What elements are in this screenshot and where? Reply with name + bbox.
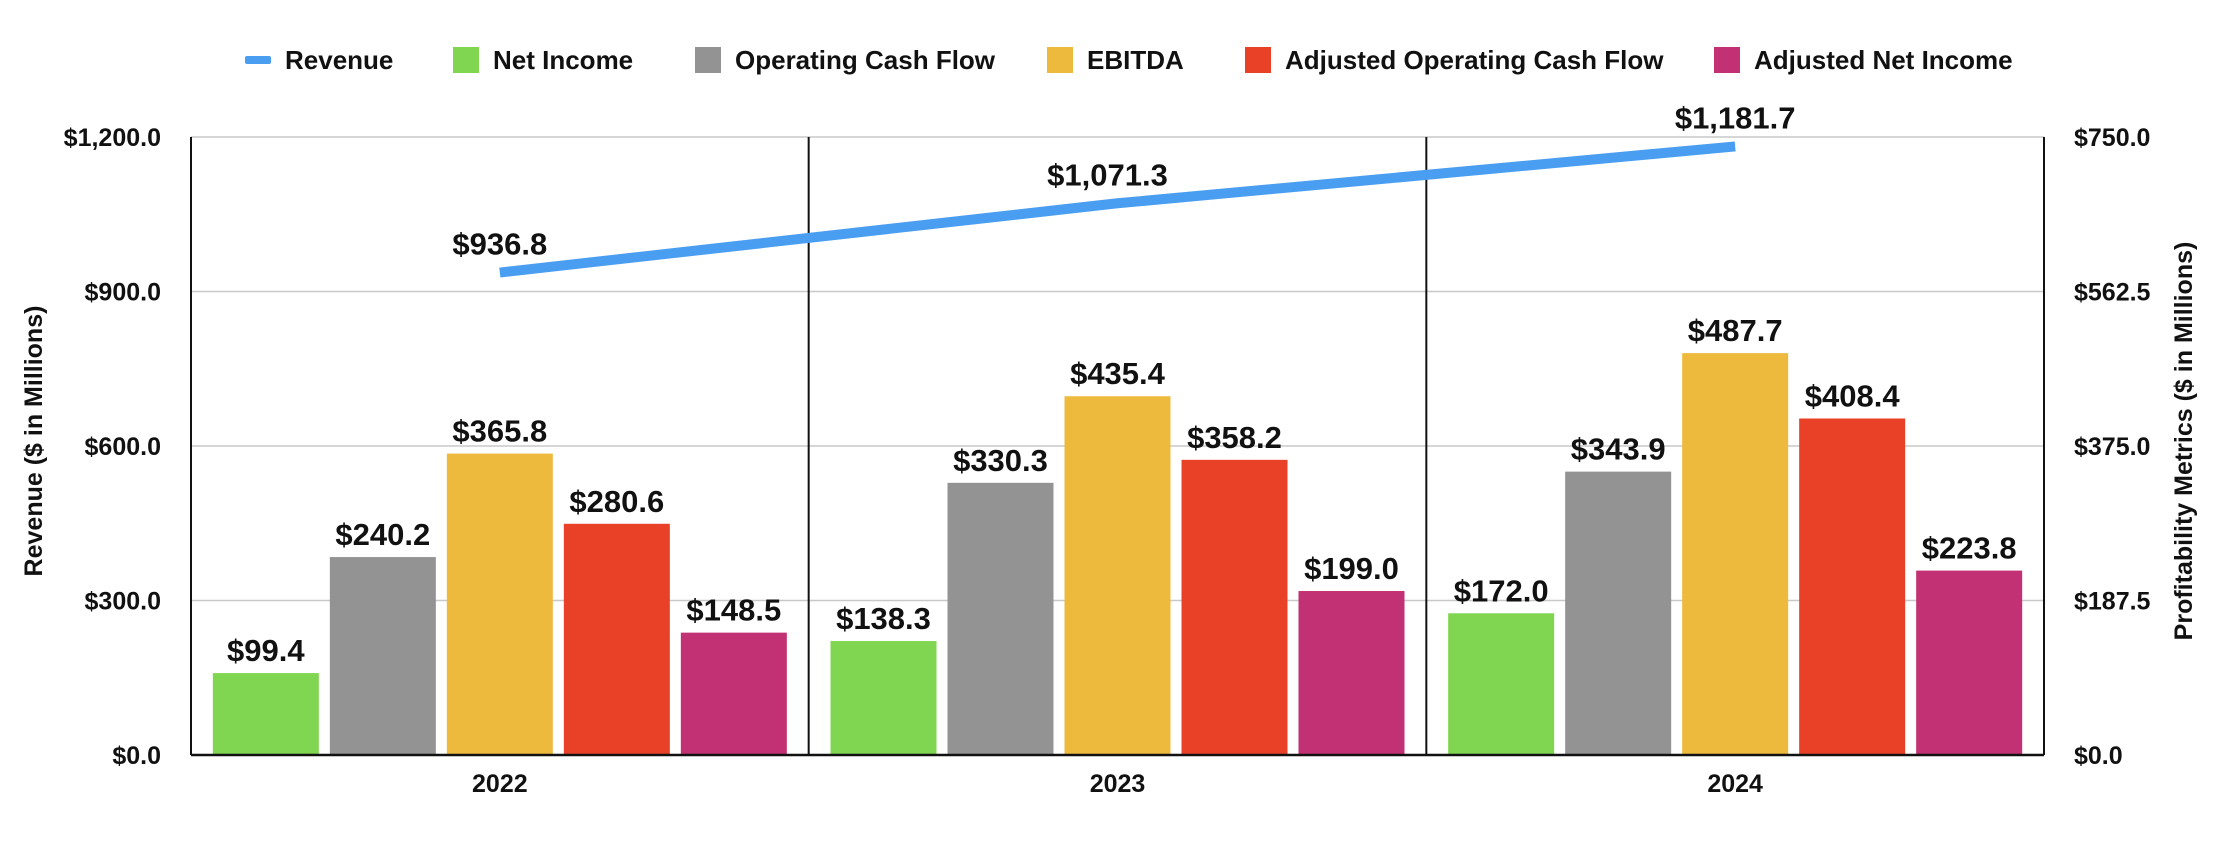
- data-label-revenue-2023: $1,071.3: [1047, 157, 1168, 192]
- category-label-2022: 2022: [472, 770, 528, 798]
- data-label-net-income-2024: $172.0: [1454, 573, 1549, 608]
- data-label-ebitda-2024: $487.7: [1688, 313, 1783, 348]
- legend-swatch-adjusted-operating-cash-flow: [1245, 47, 1271, 73]
- bar-adjusted-net-income-2022: [680, 632, 787, 755]
- bar-net-income-2024: [1448, 613, 1555, 755]
- bar-net-income-2023: [830, 641, 937, 755]
- legend-swatch-revenue: [245, 56, 271, 64]
- legend-label-adjusted-operating-cash-flow: Adjusted Operating Cash Flow: [1285, 45, 1664, 75]
- legend-swatch-adjusted-net-income: [1714, 47, 1740, 73]
- bar-operating-cash-flow-2024: [1565, 471, 1672, 755]
- data-label-operating-cash-flow-2023: $330.3: [953, 443, 1048, 478]
- right-tick-label: $375.0: [2074, 433, 2150, 461]
- left-tick-label: $0.0: [112, 742, 161, 770]
- data-label-adjusted-operating-cash-flow-2024: $408.4: [1805, 378, 1901, 413]
- left-tick-label: $1,200.0: [64, 124, 161, 152]
- bar-adjusted-operating-cash-flow-2023: [1181, 459, 1288, 755]
- data-label-adjusted-net-income-2023: $199.0: [1304, 551, 1399, 586]
- bar-operating-cash-flow-2023: [947, 482, 1054, 755]
- right-tick-label: $562.5: [2074, 279, 2151, 307]
- data-label-revenue-2022: $936.8: [452, 227, 547, 262]
- data-label-ebitda-2022: $365.8: [452, 414, 547, 449]
- bar-adjusted-operating-cash-flow-2022: [563, 523, 670, 755]
- data-label-adjusted-operating-cash-flow-2022: $280.6: [569, 484, 664, 519]
- bars: [212, 353, 2023, 755]
- data-label-operating-cash-flow-2024: $343.9: [1571, 432, 1666, 467]
- right-tick-label: $750.0: [2074, 124, 2150, 152]
- data-label-net-income-2022: $99.4: [227, 633, 305, 668]
- data-label-revenue-2024: $1,181.7: [1675, 100, 1796, 135]
- legend-swatch-ebitda: [1047, 47, 1073, 73]
- category-label-2023: 2023: [1090, 770, 1146, 798]
- left-tick-label: $900.0: [85, 279, 161, 307]
- bar-operating-cash-flow-2022: [329, 557, 436, 755]
- right-tick-label: $0.0: [2074, 742, 2123, 770]
- legend-label-revenue: Revenue: [285, 45, 393, 75]
- bar-ebitda-2024: [1682, 353, 1789, 755]
- legend: Revenue Net Income Operating Cash Flow EBIT…: [245, 45, 2013, 75]
- data-label-adjusted-net-income-2024: $223.8: [1922, 531, 2017, 566]
- legend-swatch-operating-cash-flow: [695, 47, 721, 73]
- right-axis-title: Profitability Metrics ($ in Millions): [2170, 242, 2198, 641]
- data-labels: $99.4 $240.2 $365.8 $280.6 $148.5 $138.3 $330.…: [227, 100, 2017, 668]
- bar-ebitda-2022: [446, 453, 553, 755]
- bar-adjusted-net-income-2024: [1916, 570, 2023, 755]
- data-label-operating-cash-flow-2022: $240.2: [335, 517, 430, 552]
- legend-swatch-net-income: [453, 47, 479, 73]
- legend-label-ebitda: EBITDA: [1087, 45, 1184, 75]
- line-revenue: [499, 141, 1736, 278]
- right-tick-label: $187.5: [2074, 588, 2151, 616]
- data-label-ebitda-2023: $435.4: [1070, 356, 1166, 391]
- bar-adjusted-operating-cash-flow-2024: [1799, 418, 1906, 755]
- data-label-adjusted-net-income-2022: $148.5: [686, 593, 781, 628]
- legend-label-adjusted-net-income: Adjusted Net Income: [1754, 45, 2013, 75]
- legend-label-operating-cash-flow: Operating Cash Flow: [735, 45, 996, 75]
- bar-net-income-2022: [212, 673, 319, 755]
- axes: $0.0 $300.0 $600.0 $900.0 $1,200.0 $0.0 $187.5…: [20, 124, 2198, 798]
- bar-adjusted-net-income-2023: [1298, 591, 1405, 755]
- bar-ebitda-2023: [1064, 396, 1171, 755]
- left-axis-title: Revenue ($ in Millions): [20, 306, 48, 577]
- left-tick-label: $600.0: [85, 433, 161, 461]
- legend-label-net-income: Net Income: [493, 45, 633, 75]
- revenue-line-group: [499, 141, 1736, 278]
- left-tick-label: $300.0: [85, 588, 161, 616]
- category-label-2024: 2024: [1707, 770, 1763, 798]
- data-label-net-income-2023: $138.3: [836, 601, 931, 636]
- data-label-adjusted-operating-cash-flow-2023: $358.2: [1187, 420, 1282, 455]
